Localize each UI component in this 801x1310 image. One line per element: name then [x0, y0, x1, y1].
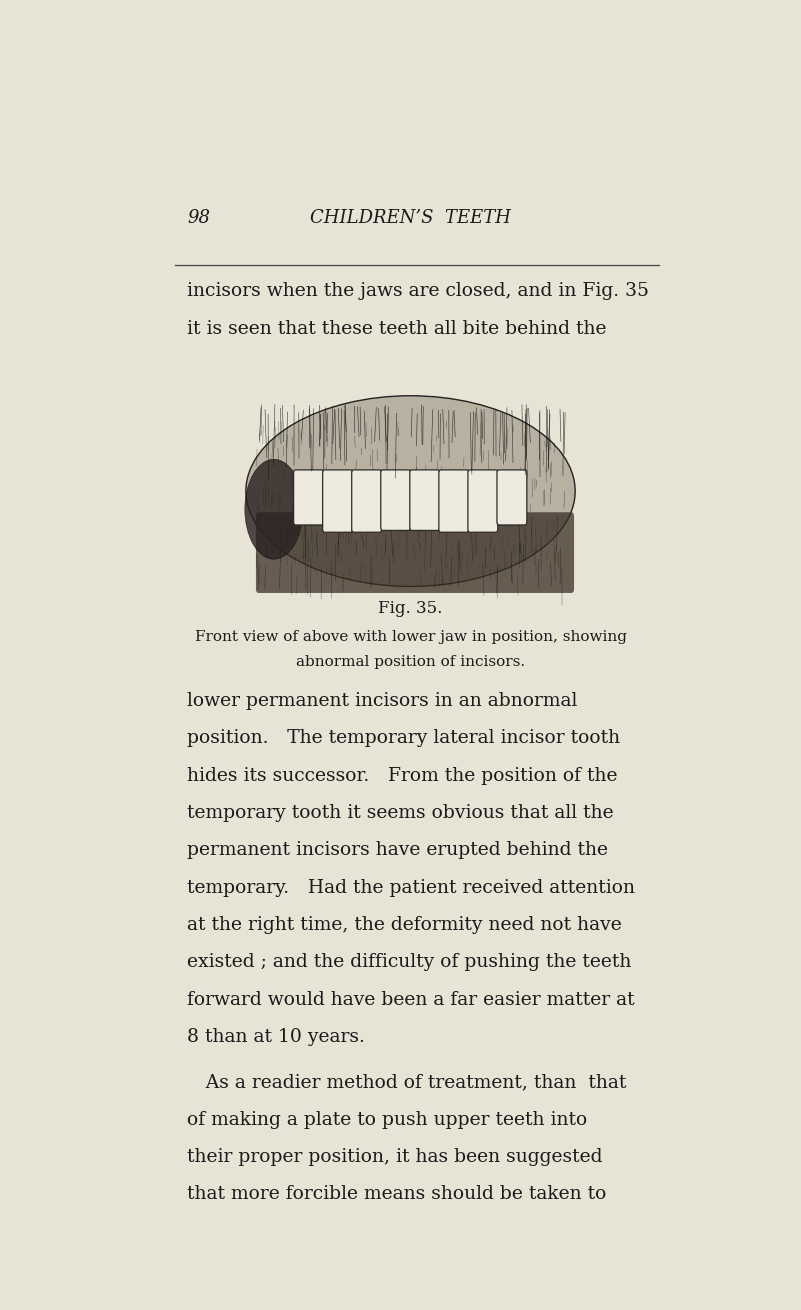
FancyBboxPatch shape — [497, 470, 527, 525]
FancyBboxPatch shape — [450, 482, 477, 525]
FancyBboxPatch shape — [316, 482, 344, 525]
Ellipse shape — [245, 460, 303, 559]
Text: 98: 98 — [187, 208, 210, 227]
Text: Fig. 35.: Fig. 35. — [378, 600, 443, 617]
FancyBboxPatch shape — [323, 470, 352, 532]
FancyBboxPatch shape — [256, 512, 574, 593]
Text: As a readier method of treatment, than  that: As a readier method of treatment, than t… — [187, 1073, 626, 1091]
Text: incisors when the jaws are closed, and in Fig. 35: incisors when the jaws are closed, and i… — [187, 283, 649, 300]
Text: forward would have been a far easier matter at: forward would have been a far easier mat… — [187, 990, 634, 1009]
Text: Front view of above with lower jaw in position, showing: Front view of above with lower jaw in po… — [195, 630, 626, 645]
Text: temporary.  Had the patient received attention: temporary. Had the patient received atte… — [187, 879, 635, 896]
Text: at the right time, the deformity need not have: at the right time, the deformity need no… — [187, 916, 622, 934]
FancyBboxPatch shape — [423, 482, 450, 525]
Text: abnormal position of incisors.: abnormal position of incisors. — [296, 655, 525, 668]
Text: temporary tooth it seems obvious that all the: temporary tooth it seems obvious that al… — [187, 804, 614, 821]
Text: permanent incisors have erupted behind the: permanent incisors have erupted behind t… — [187, 841, 608, 859]
Text: it is seen that these teeth all bite behind the: it is seen that these teeth all bite beh… — [187, 320, 606, 338]
Text: existed ; and the difficulty of pushing the teeth: existed ; and the difficulty of pushing … — [187, 954, 631, 971]
FancyBboxPatch shape — [352, 470, 381, 532]
FancyBboxPatch shape — [294, 470, 324, 525]
Ellipse shape — [246, 396, 575, 587]
Text: of making a plate to push upper teeth into: of making a plate to push upper teeth in… — [187, 1111, 587, 1128]
FancyBboxPatch shape — [380, 470, 411, 531]
Text: 8 than at 10 years.: 8 than at 10 years. — [187, 1028, 365, 1045]
Text: lower permanent incisors in an abnormal: lower permanent incisors in an abnormal — [187, 692, 578, 710]
FancyBboxPatch shape — [396, 482, 424, 525]
FancyBboxPatch shape — [468, 470, 497, 532]
FancyBboxPatch shape — [439, 470, 469, 532]
Text: that more forcible means should be taken to: that more forcible means should be taken… — [187, 1186, 606, 1203]
FancyBboxPatch shape — [343, 482, 370, 525]
FancyBboxPatch shape — [369, 482, 396, 525]
Text: hides its successor.  From the position of the: hides its successor. From the position o… — [187, 766, 618, 785]
FancyBboxPatch shape — [410, 470, 440, 531]
FancyBboxPatch shape — [477, 482, 504, 525]
Text: position.  The temporary lateral incisor tooth: position. The temporary lateral incisor … — [187, 730, 620, 747]
Text: CHILDREN’S  TEETH: CHILDREN’S TEETH — [310, 208, 511, 227]
Text: their proper position, it has been suggested: their proper position, it has been sugge… — [187, 1148, 602, 1166]
